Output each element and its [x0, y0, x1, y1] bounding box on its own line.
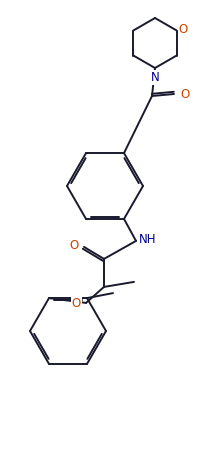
Text: O: O: [70, 239, 79, 253]
Text: O: O: [72, 297, 81, 310]
Text: NH: NH: [139, 234, 156, 246]
Text: O: O: [179, 23, 188, 36]
Text: N: N: [151, 71, 159, 84]
Text: O: O: [180, 87, 189, 101]
